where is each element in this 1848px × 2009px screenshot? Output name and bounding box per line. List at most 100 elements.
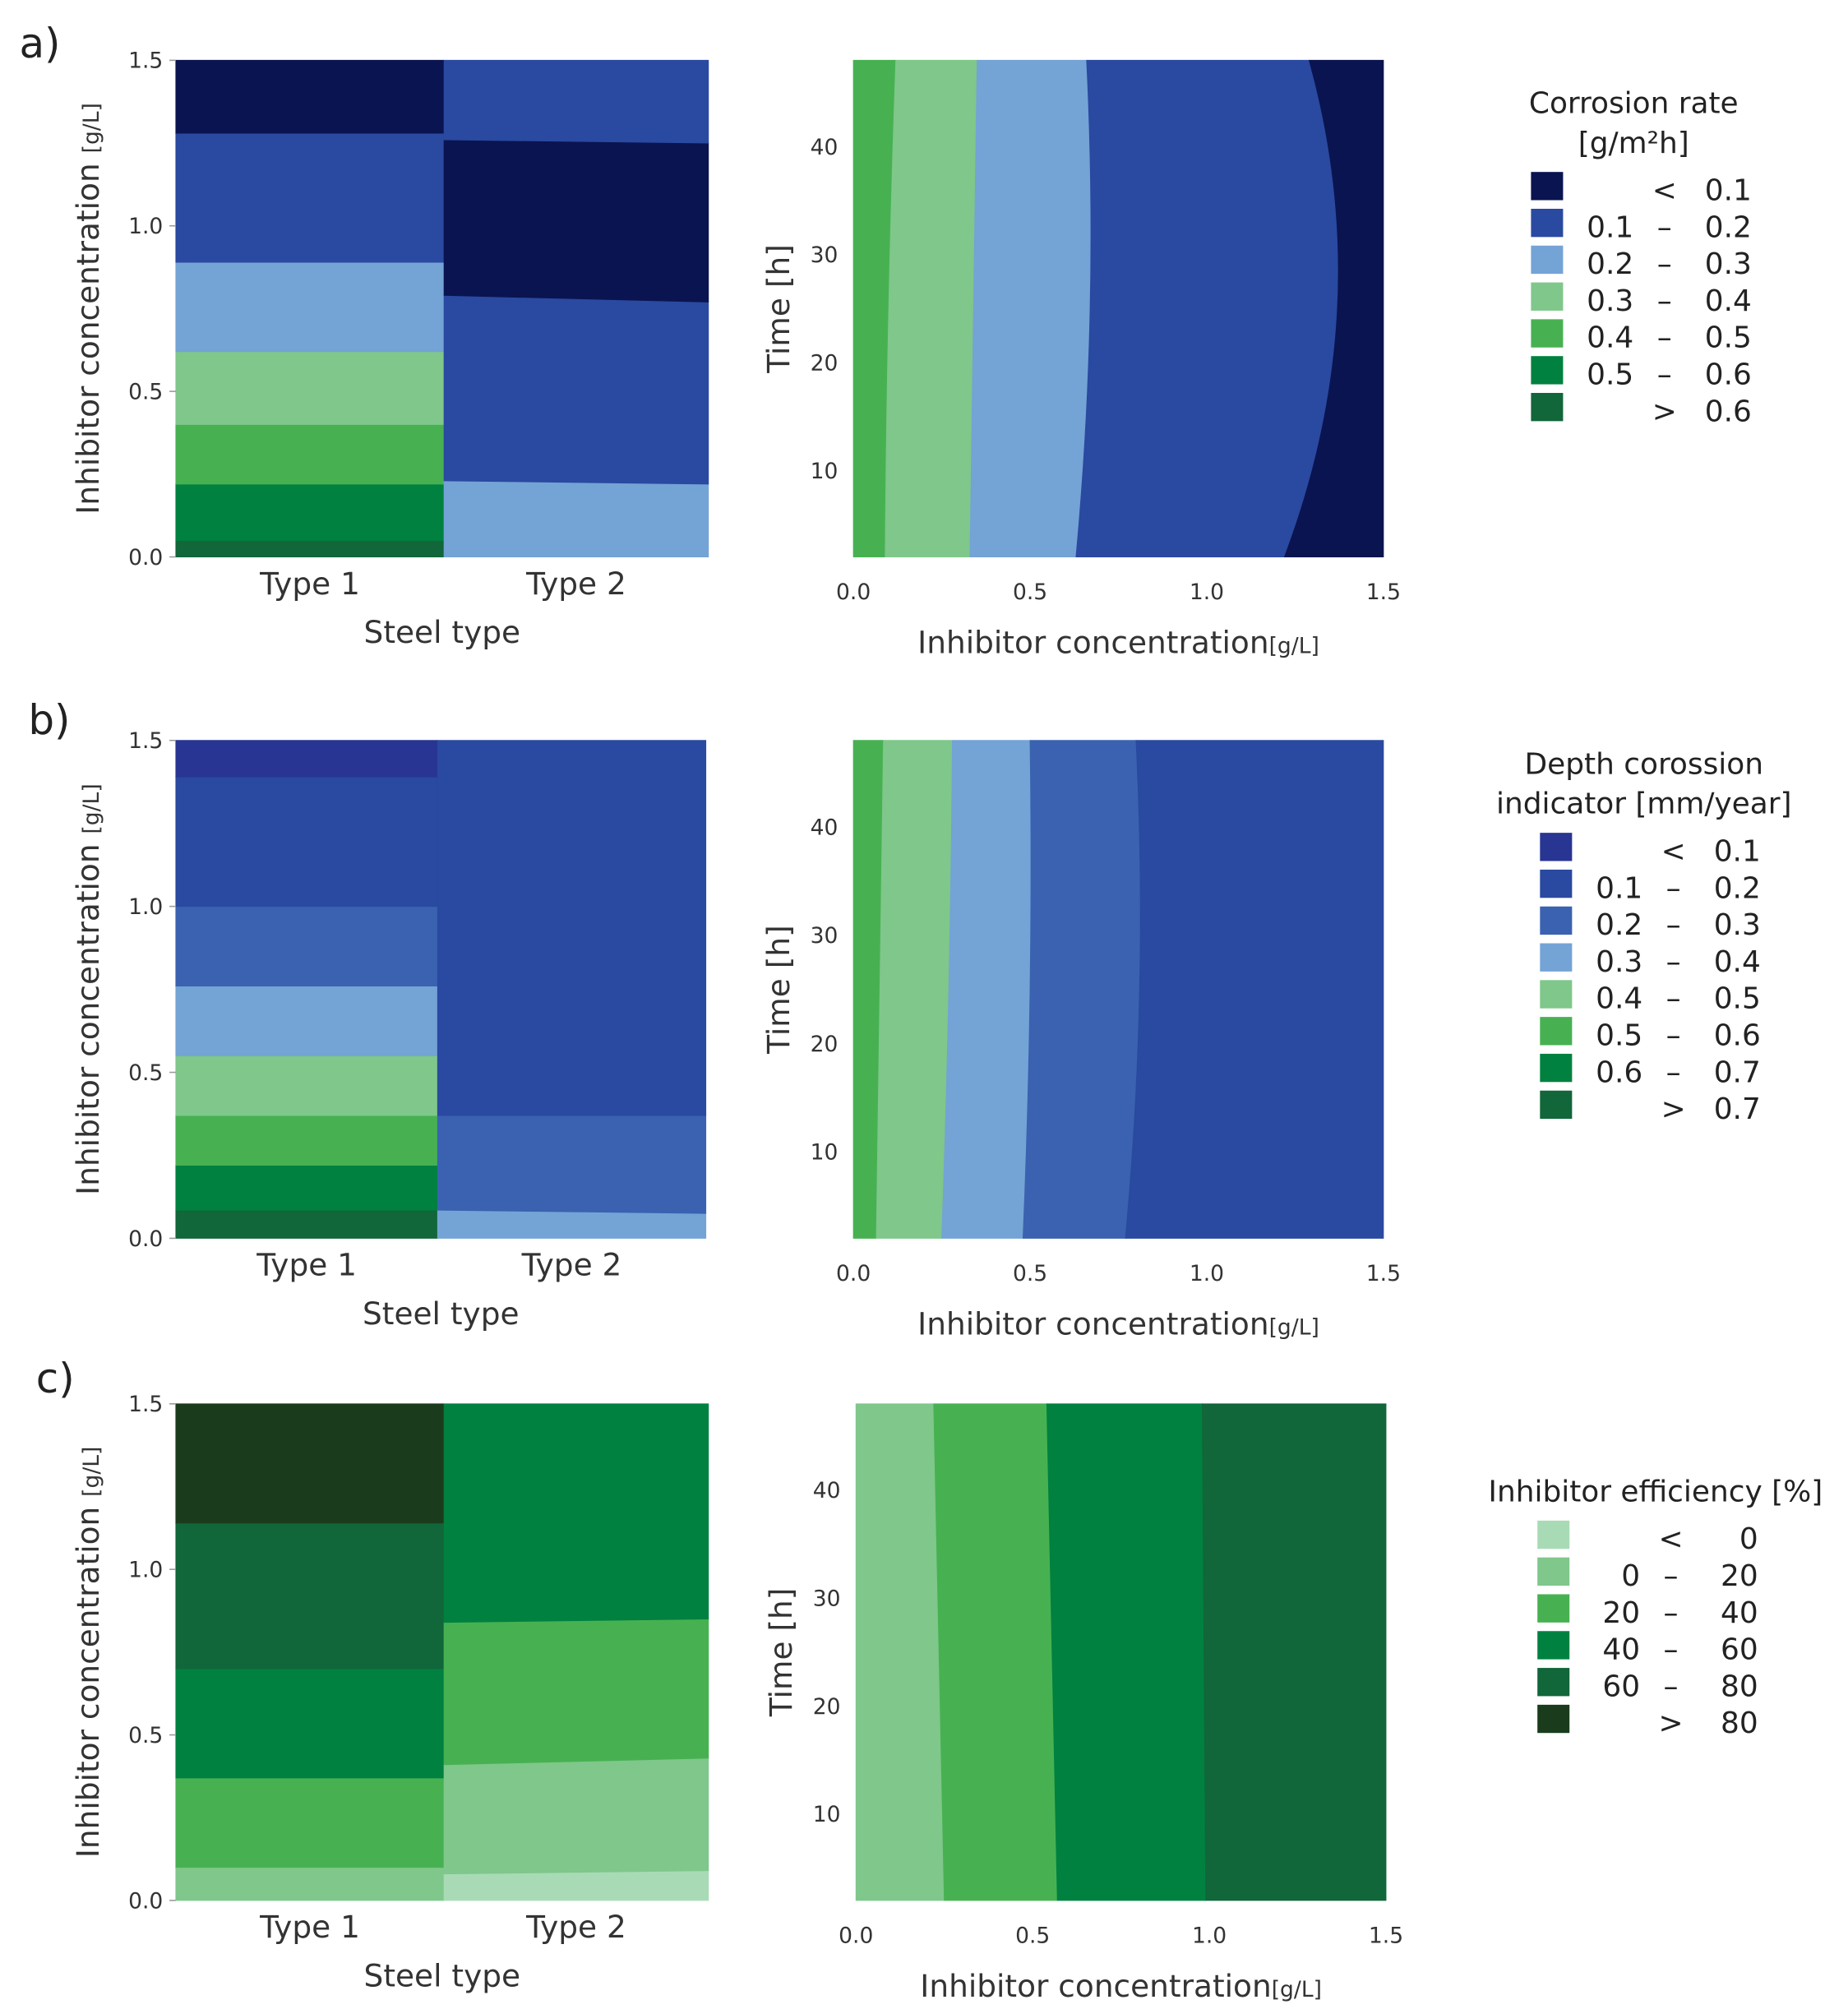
panel-label: b) — [28, 696, 70, 744]
legend-lo: 0.2 — [1596, 908, 1642, 942]
legend: Inhibitor efficiency [%]< 00–2020–4040–60… — [1488, 1475, 1823, 1740]
y-axis-unit: [h] — [760, 925, 797, 968]
x-axis-label-text: Inhibitor concentration — [917, 1306, 1268, 1342]
y-axis-label: Inhibitor concentration [g/L] — [70, 103, 106, 515]
x-axis-label-text: Inhibitor concentration — [920, 1968, 1271, 2004]
contour-band — [1125, 740, 1384, 1239]
x-axis-label: Steel type — [364, 1958, 521, 1994]
x-tick-label: 1.5 — [1366, 1261, 1401, 1286]
legend-swatch — [1531, 208, 1564, 238]
heatmap-band — [175, 261, 445, 353]
legend-swatch — [1540, 1053, 1573, 1083]
panel-label: c) — [36, 1355, 75, 1402]
legend-sym: – — [1666, 1018, 1681, 1052]
legend-title: Corrosion rate — [1529, 86, 1739, 120]
legend-swatch — [1537, 1631, 1570, 1660]
legend-lo: 0.4 — [1596, 982, 1642, 1016]
x-axis-unit: [g/L] — [1269, 1315, 1319, 1341]
y-tick-label: 1.5 — [128, 728, 163, 754]
y-axis-label: Inhibitor concentration [g/L] — [70, 1447, 106, 1859]
x-axis-unit: [g/L] — [1269, 634, 1319, 659]
legend-lo: 0.1 — [1596, 871, 1642, 905]
steel-type-heatmap — [175, 59, 709, 557]
y-tick-label: 10 — [811, 1139, 839, 1165]
y-tick-label: 1.5 — [128, 1392, 163, 1417]
legend-sym: < — [1658, 1522, 1683, 1556]
y-tick-label: 0.0 — [128, 545, 163, 570]
contour-band — [1046, 1403, 1207, 1901]
legend-hi: 80 — [1721, 1670, 1758, 1703]
legend-hi: 0.5 — [1714, 982, 1761, 1016]
legend-sym: > — [1661, 1092, 1686, 1126]
legend-swatch — [1540, 1017, 1573, 1046]
y-tick-label: 20 — [811, 1032, 839, 1057]
time-contour-plot — [852, 740, 1384, 1239]
x-tick-label: Type 2 — [525, 1909, 626, 1945]
contour-band — [885, 59, 978, 557]
legend-lo: 0.4 — [1587, 321, 1633, 355]
y-tick-label: 0.0 — [128, 1888, 163, 1914]
legend-swatch — [1537, 1520, 1570, 1549]
legend-swatch — [1540, 869, 1573, 898]
legend-hi: 0.3 — [1714, 908, 1761, 942]
x-tick-label: 0.0 — [839, 1923, 873, 1948]
time-contour-plot — [852, 59, 1384, 557]
y-tick-label: 40 — [811, 135, 839, 160]
heatmap-band — [175, 1055, 438, 1116]
contour-band — [969, 59, 1092, 557]
legend-swatch — [1531, 356, 1564, 385]
heatmap-band — [437, 1209, 707, 1239]
contour-band — [933, 1403, 1058, 1901]
y-tick-label: 1.5 — [128, 48, 163, 74]
legend-swatch — [1540, 1090, 1573, 1120]
x-tick-label: 0.0 — [836, 1261, 871, 1286]
legend-hi: 0.1 — [1714, 834, 1761, 868]
y-tick-label: 1.0 — [128, 1558, 163, 1583]
x-tick-label: Type 1 — [256, 1247, 357, 1283]
y-tick-label: 30 — [811, 242, 839, 268]
y-tick-label: 1.0 — [128, 894, 163, 920]
heatmap-band — [437, 1115, 707, 1214]
legend-sym: – — [1664, 1633, 1679, 1667]
contour-band — [1283, 59, 1384, 557]
y-tick-label: 1.0 — [128, 214, 163, 239]
legend-lo: 0 — [1621, 1559, 1640, 1593]
legend-lo: 0.5 — [1596, 1018, 1642, 1052]
heatmap-band — [175, 1403, 445, 1524]
legend-hi: 0.1 — [1705, 174, 1752, 208]
heatmap-band — [175, 539, 445, 557]
heatmap-band — [443, 480, 709, 557]
y-axis-unit: [g/L] — [79, 1447, 104, 1497]
steel-type-heatmap — [175, 1403, 709, 1901]
y-axis-label: Time [h] — [760, 244, 797, 374]
y-tick-label: 0.5 — [128, 1723, 163, 1748]
y-tick-label: 0.0 — [128, 1226, 163, 1252]
legend-swatch — [1540, 833, 1573, 861]
legend-hi: 0.4 — [1705, 284, 1752, 318]
x-tick-label: 0.5 — [1013, 580, 1047, 605]
y-axis-unit: [g/L] — [79, 783, 104, 834]
heatmap-band — [175, 776, 438, 908]
heatmap-band — [175, 351, 445, 425]
legend-sym: < — [1661, 834, 1686, 868]
legend-hi: 60 — [1721, 1633, 1758, 1667]
legend-lo: 0.1 — [1587, 210, 1633, 244]
x-axis-label: Steel type — [363, 1295, 520, 1332]
y-axis-unit: [g/L] — [79, 103, 104, 153]
legend-hi: 0.3 — [1705, 247, 1752, 281]
x-tick-label: Type 2 — [521, 1247, 622, 1283]
legend-sym: – — [1666, 1055, 1681, 1089]
legend-sym: < — [1652, 174, 1677, 208]
heatmap-band — [175, 906, 438, 987]
heatmap-band — [443, 1757, 709, 1875]
x-tick-label: 0.0 — [836, 580, 871, 605]
x-axis-label: Inhibitor concentration[g/L] — [917, 625, 1319, 661]
heatmap-band — [443, 1403, 709, 1623]
legend-sym: – — [1666, 945, 1681, 979]
legend-sym: > — [1652, 395, 1677, 428]
heatmap-band — [443, 294, 709, 485]
legend: Corrosion rate[g/m²h]< 0.10.1–0.20.2–0.30… — [1529, 86, 1752, 428]
heatmap-band — [175, 1668, 445, 1779]
y-axis-label-text: Inhibitor concentration — [70, 834, 106, 1195]
